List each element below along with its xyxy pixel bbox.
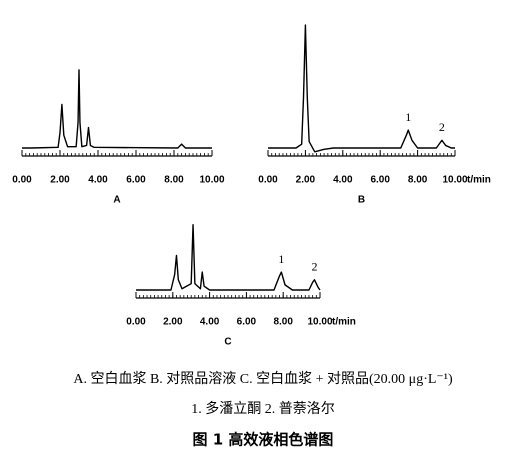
trace — [22, 69, 212, 149]
x-tick-label: 4.00 — [333, 175, 353, 186]
trace — [268, 24, 455, 153]
peak-label: 1 — [405, 110, 411, 124]
x-tick-label: 8.00 — [164, 175, 184, 186]
caption-legend: A. 空白血浆 B. 对照品溶液 C. 空白血浆 + 对照品(20.00 μg·… — [73, 371, 453, 387]
panel-label: C — [224, 337, 231, 348]
peak-label: 2 — [439, 120, 445, 134]
x-tick-label: 4.00 — [88, 175, 108, 186]
x-tick-label: 2.00 — [296, 175, 316, 186]
trace — [136, 224, 321, 291]
caption-peaks: 1. 多潘立酮 2. 普萘洛尔 — [191, 400, 335, 417]
x-tick-label: 8.00 — [408, 175, 428, 186]
panel-label: A — [113, 195, 120, 206]
x-tick-label: 0.00 — [126, 317, 146, 328]
x-tick-label: 2.00 — [163, 317, 183, 328]
x-tick-label: 10.00 — [199, 175, 224, 186]
x-tick-label: 10.00 — [442, 175, 467, 186]
peak-label: 2 — [311, 260, 317, 274]
x-tick-label: 10.00 — [307, 317, 332, 328]
x-tick-label: 4.00 — [200, 317, 220, 328]
x-tick-label: 0.00 — [12, 175, 32, 186]
peak-label: 1 — [278, 252, 284, 266]
x-tick-label: 6.00 — [126, 175, 146, 186]
x-tick-label: 8.00 — [273, 317, 293, 328]
caption-figure: 图 1 高效液相色谱图 — [193, 431, 334, 449]
x-tick-label: 6.00 — [370, 175, 390, 186]
panel-label: B — [358, 195, 365, 206]
x-tick-label: 2.00 — [50, 175, 70, 186]
x-tick-label: 6.00 — [237, 317, 257, 328]
x-axis-label: t/min — [332, 317, 356, 328]
x-tick-label: 0.00 — [258, 175, 278, 186]
x-axis-label: t/min — [467, 175, 491, 186]
